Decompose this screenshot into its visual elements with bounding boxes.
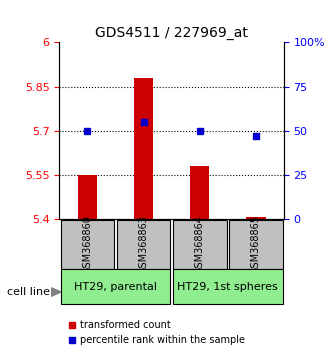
FancyBboxPatch shape xyxy=(173,269,283,304)
FancyBboxPatch shape xyxy=(116,220,171,269)
FancyBboxPatch shape xyxy=(229,220,283,269)
Text: HT29, parental: HT29, parental xyxy=(74,282,157,292)
FancyBboxPatch shape xyxy=(173,220,227,269)
Bar xyxy=(190,166,210,219)
Polygon shape xyxy=(51,288,61,296)
Text: GSM368860: GSM368860 xyxy=(82,215,92,274)
Text: GSM368863: GSM368863 xyxy=(139,215,148,274)
Title: GDS4511 / 227969_at: GDS4511 / 227969_at xyxy=(95,26,248,40)
Bar xyxy=(78,175,97,219)
FancyBboxPatch shape xyxy=(60,269,171,304)
Text: cell line: cell line xyxy=(7,287,50,297)
Legend: transformed count, percentile rank within the sample: transformed count, percentile rank withi… xyxy=(64,316,249,349)
Text: HT29, 1st spheres: HT29, 1st spheres xyxy=(177,282,278,292)
Text: GSM368864: GSM368864 xyxy=(195,215,205,274)
FancyBboxPatch shape xyxy=(60,220,115,269)
Bar xyxy=(134,78,153,219)
Text: GSM368865: GSM368865 xyxy=(251,215,261,274)
Bar xyxy=(246,217,266,219)
